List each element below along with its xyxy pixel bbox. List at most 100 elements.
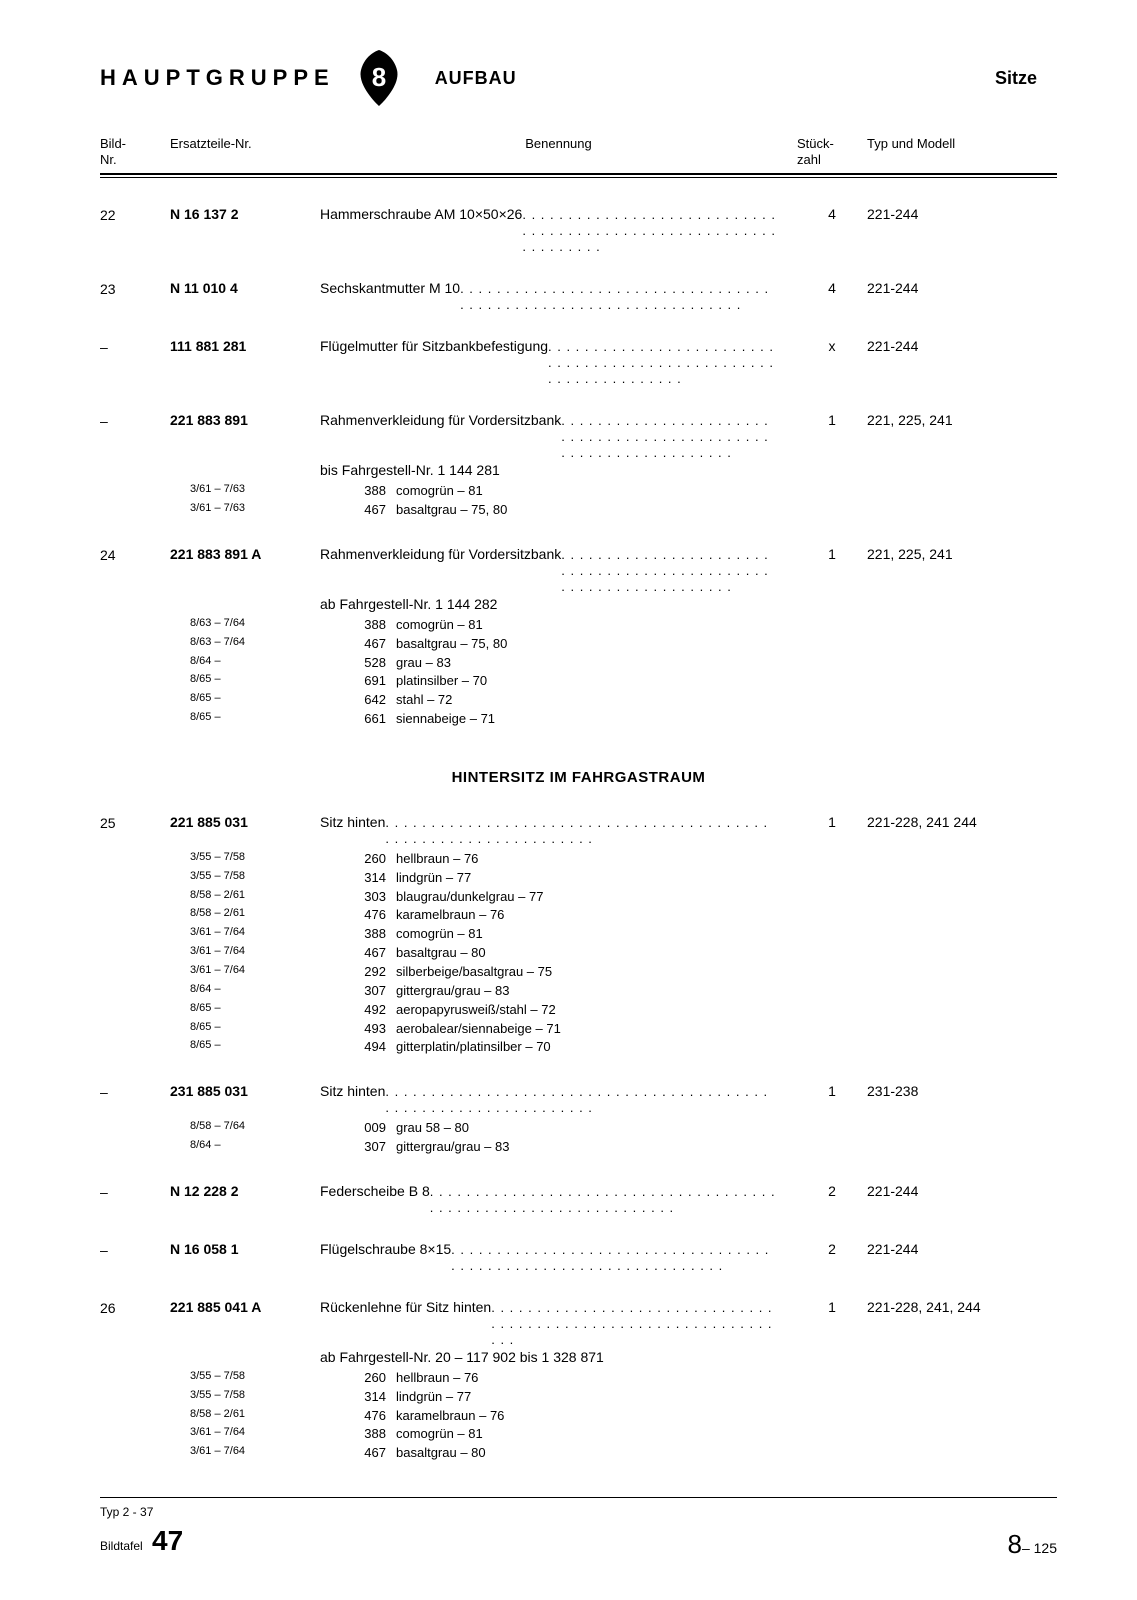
variant-code: 467 xyxy=(340,944,396,963)
entry-model: 221-228, 241 244 xyxy=(867,814,1057,830)
variant-name: karamelbraun – 76 xyxy=(396,1407,504,1426)
entry-qty: 1 xyxy=(797,546,867,562)
entry-part-number: 221 885 031 xyxy=(170,814,320,830)
dot-leader xyxy=(548,338,777,386)
variant-code: 661 xyxy=(340,710,396,729)
entry-description: Rahmenverkleidung für Vordersitzbank bis… xyxy=(320,412,797,478)
entry-main-row: 23N 11 010 4Sechskantmutter M 10 4221-24… xyxy=(100,280,1057,312)
variant-name: grau – 83 xyxy=(396,654,451,673)
variant-date: 3/55 – 7/58 xyxy=(170,850,340,869)
footer-bildtafel-label: Bildtafel xyxy=(100,1539,143,1553)
entry-part-number: 111 881 281 xyxy=(170,338,320,354)
variant-list: 8/63 – 7/64388comogrün – 818/63 – 7/6446… xyxy=(170,616,1057,729)
variant-date: 3/55 – 7/58 xyxy=(170,1388,340,1407)
page-footer: Typ 2 - 37 Bildtafel 47 8– 125 xyxy=(100,1497,1057,1560)
entry-part-number: 221 885 041 A xyxy=(170,1299,320,1315)
variant-row: 8/64 –307gittergrau/grau – 83 xyxy=(170,1138,1057,1157)
entry-main-row: –111 881 281Flügelmutter für Sitzbankbef… xyxy=(100,338,1057,386)
entry-qty: 1 xyxy=(797,412,867,428)
footer-right: 8– 125 xyxy=(1007,1529,1057,1560)
dot-leader xyxy=(522,206,777,254)
variant-name: karamelbraun – 76 xyxy=(396,906,504,925)
variant-row: 3/61 – 7/64388comogrün – 81 xyxy=(170,1425,1057,1444)
dot-leader xyxy=(451,1241,777,1273)
group-badge: 8 xyxy=(355,50,403,106)
entry-description: Sitz hinten xyxy=(320,1083,797,1115)
variant-date: 3/55 – 7/58 xyxy=(170,1369,340,1388)
entry-main-row: –N 12 228 2Federscheibe B 8 2221-244 xyxy=(100,1183,1057,1215)
entry-bild: – xyxy=(100,412,170,429)
variant-name: lindgrün – 77 xyxy=(396,1388,471,1407)
variant-name: hellbraun – 76 xyxy=(396,850,478,869)
parts-entry: 24221 883 891 ARahmenverkleidung für Vor… xyxy=(100,546,1057,729)
variant-list: 3/61 – 7/63388comogrün – 813/61 – 7/6346… xyxy=(170,482,1057,520)
variant-code: 260 xyxy=(340,850,396,869)
variant-code: 467 xyxy=(340,501,396,520)
variant-name: stahl – 72 xyxy=(396,691,452,710)
hauptgruppe-label: HAUPTGRUPPE xyxy=(100,65,335,91)
entry-model: 221-244 xyxy=(867,1241,1057,1257)
variant-date: 8/58 – 2/61 xyxy=(170,1407,340,1426)
entry-qty: 1 xyxy=(797,814,867,830)
variant-code: 314 xyxy=(340,869,396,888)
entry-part-number: N 16 058 1 xyxy=(170,1241,320,1257)
variant-date: 8/58 – 2/61 xyxy=(170,906,340,925)
footer-rule xyxy=(100,1497,1057,1498)
entry-part-number: 221 883 891 A xyxy=(170,546,320,562)
page-header: HAUPTGRUPPE 8 AUFBAU Sitze xyxy=(100,50,1057,106)
variant-row: 8/58 – 2/61476karamelbraun – 76 xyxy=(170,1407,1057,1426)
variant-code: 642 xyxy=(340,691,396,710)
variant-date: 8/64 – xyxy=(170,654,340,673)
variant-row: 8/58 – 7/64009grau 58 – 80 xyxy=(170,1119,1057,1138)
variant-date: 8/65 – xyxy=(170,710,340,729)
parts-entry: 23N 11 010 4Sechskantmutter M 10 4221-24… xyxy=(100,280,1057,312)
dot-leader xyxy=(430,1183,777,1215)
entry-desc-text: Sechskantmutter M 10 xyxy=(320,280,460,312)
entry-model: 221-228, 241, 244 xyxy=(867,1299,1057,1315)
entry-description: Flügelmutter für Sitzbankbefestigung xyxy=(320,338,797,386)
entry-model: 221, 225, 241 xyxy=(867,546,1057,562)
col-header-bild: Bild- Nr. xyxy=(100,136,170,167)
variant-row: 3/61 – 7/63388comogrün – 81 xyxy=(170,482,1057,501)
entry-description: Rahmenverkleidung für Vordersitzbank ab … xyxy=(320,546,797,612)
entry-model: 221-244 xyxy=(867,280,1057,296)
entry-model: 221, 225, 241 xyxy=(867,412,1057,428)
variant-list: 8/58 – 7/64009grau 58 – 808/64 –307gitte… xyxy=(170,1119,1057,1157)
entry-description: Sechskantmutter M 10 xyxy=(320,280,797,312)
variant-list: 3/55 – 7/58260hellbraun – 763/55 – 7/583… xyxy=(170,1369,1057,1463)
table-header: Bild- Nr. Ersatzteile-Nr. Benennung Stüc… xyxy=(100,136,1057,167)
col-header-typ: Typ und Modell xyxy=(867,136,1057,167)
parts-entry: –111 881 281Flügelmutter für Sitzbankbef… xyxy=(100,338,1057,386)
variant-date: 8/65 – xyxy=(170,1020,340,1039)
entry-part-number: 231 885 031 xyxy=(170,1083,320,1099)
entry-main-row: –N 16 058 1Flügelschraube 8×15 2221-244 xyxy=(100,1241,1057,1273)
entry-desc-text: Rahmenverkleidung für Vordersitzbank xyxy=(320,546,561,594)
footer-page-sub: – 125 xyxy=(1022,1540,1057,1556)
entry-bild: 25 xyxy=(100,814,170,831)
variant-row: 3/55 – 7/58260hellbraun – 76 xyxy=(170,1369,1057,1388)
variant-row: 3/55 – 7/58314lindgrün – 77 xyxy=(170,869,1057,888)
dot-leader xyxy=(561,546,777,594)
variant-date: 8/58 – 2/61 xyxy=(170,888,340,907)
variant-date: 8/65 – xyxy=(170,691,340,710)
entry-subnote: ab Fahrgestell-Nr. 20 – 117 902 bis 1 32… xyxy=(320,1349,777,1365)
entry-subnote: ab Fahrgestell-Nr. 1 144 282 xyxy=(320,596,777,612)
variant-row: 8/65 –494gitterplatin/platinsilber – 70 xyxy=(170,1038,1057,1057)
variant-date: 3/55 – 7/58 xyxy=(170,869,340,888)
variant-list: 3/55 – 7/58260hellbraun – 763/55 – 7/583… xyxy=(170,850,1057,1057)
entry-qty: x xyxy=(797,338,867,354)
variant-code: 009 xyxy=(340,1119,396,1138)
variant-row: 8/65 –493aerobalear/siennabeige – 71 xyxy=(170,1020,1057,1039)
variant-row: 3/61 – 7/64388comogrün – 81 xyxy=(170,925,1057,944)
variant-code: 260 xyxy=(340,1369,396,1388)
entries-group-2: 25221 885 031Sitz hinten 1221-228, 241 2… xyxy=(100,814,1057,1463)
dot-leader xyxy=(561,412,777,460)
entry-bild: 23 xyxy=(100,280,170,297)
variant-row: 8/58 – 2/61303blaugrau/dunkelgrau – 77 xyxy=(170,888,1057,907)
entry-description: Sitz hinten xyxy=(320,814,797,846)
variant-code: 494 xyxy=(340,1038,396,1057)
variant-date: 3/61 – 7/63 xyxy=(170,482,340,501)
variant-date: 8/65 – xyxy=(170,672,340,691)
entry-qty: 4 xyxy=(797,280,867,296)
col-header-ersatz: Ersatzteile-Nr. xyxy=(170,136,320,167)
